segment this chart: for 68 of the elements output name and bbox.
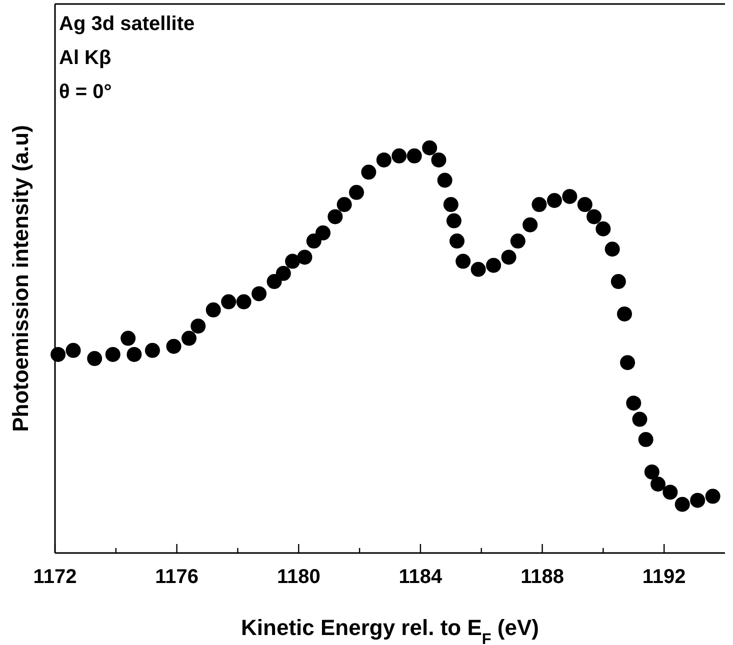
point <box>406 148 422 164</box>
point <box>705 488 720 504</box>
point <box>431 152 446 168</box>
text: Al Kβ <box>59 47 112 69</box>
point <box>610 274 626 290</box>
point <box>546 193 562 208</box>
point <box>297 250 312 265</box>
x-tick-label: 1188 <box>520 566 564 588</box>
point <box>66 342 81 358</box>
point <box>456 254 471 269</box>
point <box>190 318 206 334</box>
point <box>501 250 516 265</box>
point <box>349 184 364 200</box>
point <box>674 496 690 512</box>
point <box>446 213 462 228</box>
point <box>276 266 291 281</box>
point <box>650 476 666 492</box>
point <box>562 188 578 204</box>
point <box>604 242 620 257</box>
point <box>437 172 452 188</box>
point <box>392 148 407 164</box>
point <box>285 254 300 269</box>
point <box>450 234 464 249</box>
y-axis-title: Photoemission intensity (a.u) <box>8 125 33 432</box>
point <box>638 432 654 448</box>
point <box>532 197 547 212</box>
x-tick-label: 1192 <box>642 566 686 588</box>
point <box>470 262 486 277</box>
x-axis-title: Kinetic Energy rel. to E$_{F}$ (eV) <box>241 615 539 645</box>
x-tick-label: 1184 <box>398 566 444 588</box>
point <box>144 342 160 358</box>
x-tick-label: 1176 <box>155 566 199 588</box>
point <box>577 197 592 212</box>
point <box>126 346 142 362</box>
point <box>626 396 642 411</box>
point <box>617 306 632 322</box>
point <box>586 209 602 224</box>
point <box>522 217 538 232</box>
point <box>306 234 322 249</box>
point <box>336 197 352 212</box>
point <box>105 346 120 362</box>
point <box>182 330 196 346</box>
point <box>361 164 376 180</box>
text: θ = 0° <box>59 81 112 103</box>
x-tick-label: 1180 <box>276 566 320 588</box>
point <box>87 351 102 366</box>
point <box>120 330 136 346</box>
point <box>252 286 267 302</box>
point <box>662 484 678 500</box>
point <box>632 412 648 427</box>
point <box>376 152 392 168</box>
point <box>221 294 236 310</box>
point <box>316 225 330 240</box>
point <box>328 209 343 224</box>
point <box>690 492 706 508</box>
point <box>206 302 221 318</box>
point <box>443 197 458 212</box>
point <box>620 355 636 370</box>
point <box>236 294 252 310</box>
point <box>486 258 502 273</box>
point <box>596 221 611 236</box>
x-tick-label: 1172 <box>33 566 77 588</box>
point <box>510 234 526 249</box>
point <box>266 274 282 290</box>
text: Ag 3d satellite <box>59 13 195 35</box>
point <box>166 338 182 354</box>
point <box>422 140 438 156</box>
point <box>644 464 660 480</box>
